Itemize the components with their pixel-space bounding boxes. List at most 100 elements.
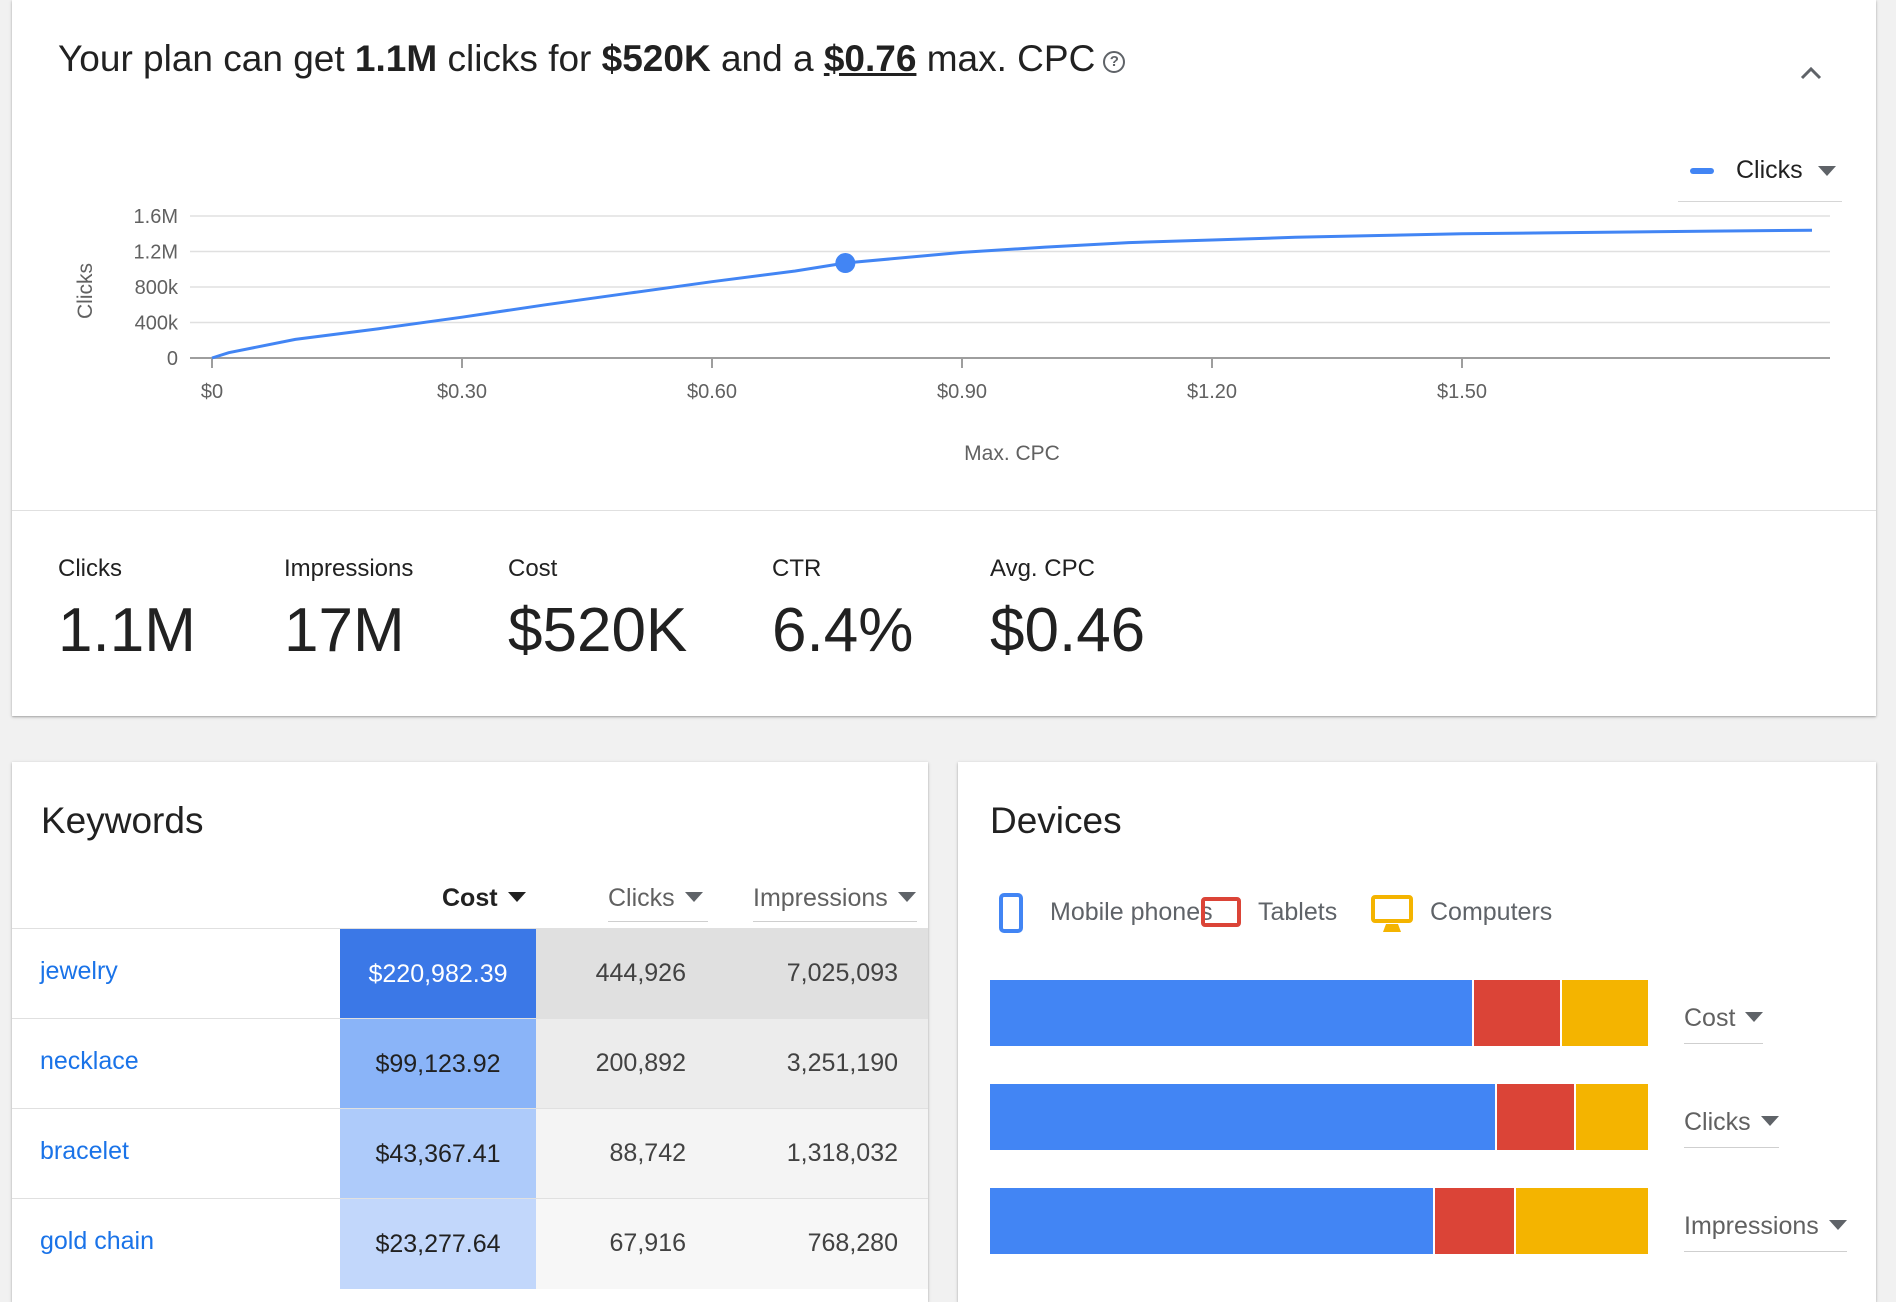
device-metric-dropdown[interactable]: Impressions [1684, 1206, 1847, 1252]
metric-label: Avg. CPC [990, 555, 1095, 582]
metric-impressions: Impressions 17M [284, 555, 413, 666]
sort-by-clicks[interactable]: Clicks [608, 876, 708, 922]
selected-cpc-point[interactable] [835, 253, 856, 274]
column-header-clicks: Clicks [608, 884, 675, 912]
dropdown-arrow-icon [1828, 1220, 1847, 1230]
sort-by-impressions[interactable]: Impressions [753, 876, 917, 922]
divider [12, 510, 1876, 511]
keyword-metrics-cells: 67,916 768,280 [536, 1199, 928, 1289]
sort-arrow-icon [507, 892, 526, 902]
y-tick-label: 400k [135, 313, 179, 335]
chart-metric-dropdown[interactable]: Clicks [1678, 148, 1842, 202]
metric-label: Impressions [284, 555, 414, 582]
tablets-segment [1432, 1188, 1514, 1254]
legend-label: Mobile phones [1050, 898, 1213, 926]
sort-arrow-icon [897, 892, 916, 902]
help-circle-icon[interactable]: ? [1103, 51, 1126, 73]
keyword-clicks-cell: 200,892 [595, 1049, 686, 1077]
dropdown-arrow-icon [1745, 1012, 1764, 1022]
table-row: gold chain $23,277.64 67,916 768,280 [12, 1198, 928, 1289]
headline-prefix: Your plan can get [58, 38, 355, 79]
clicks-series-line [211, 228, 1813, 360]
keywords-title: Keywords [41, 800, 204, 841]
max-cpc-link[interactable]: $0.76 [823, 38, 917, 79]
metric-value: 6.4% [772, 596, 914, 665]
plan-headline: Your plan can get 1.1M clicks for $520K … [58, 38, 1126, 80]
keyword-impressions-cell: 3,251,190 [786, 1049, 898, 1077]
headline-text: and a [710, 38, 824, 79]
headline-suffix: max. CPC [916, 38, 1096, 79]
metric-ctr: CTR 6.4% [772, 555, 913, 666]
keyword-metrics-cells: 444,926 7,025,093 [536, 929, 928, 1019]
device-metric-label: Impressions [1684, 1212, 1819, 1240]
devices-card: Devices Mobile phones Tablets Computers … [958, 762, 1876, 1302]
tablets-segment [1494, 1084, 1574, 1150]
metric-label: Clicks [58, 555, 122, 582]
legend-swatch [1690, 168, 1714, 174]
x-tick-label: $1.50 [1437, 381, 1487, 403]
device-metric-dropdown[interactable]: Cost [1684, 998, 1764, 1044]
metric-clicks: Clicks 1.1M [58, 555, 196, 666]
keyword-link[interactable]: bracelet [40, 1137, 129, 1165]
y-tick-label: 1.2M [134, 242, 178, 264]
computers-segment [1573, 1084, 1648, 1150]
device-metric-label: Clicks [1684, 1108, 1751, 1136]
keyword-link[interactable]: necklace [40, 1047, 139, 1075]
x-tick-label: $0.90 [937, 381, 987, 403]
tablets-segment [1472, 980, 1561, 1046]
headline-cost: $520K [601, 38, 711, 79]
device-share-bar[interactable] [990, 1188, 1648, 1254]
keyword-cost-cell: $23,277.64 [340, 1199, 536, 1289]
x-tick-label: $1.20 [1187, 381, 1237, 403]
table-row: bracelet $43,367.41 88,742 1,318,032 [12, 1108, 928, 1199]
computer-icon [1371, 895, 1413, 932]
device-metric-dropdown[interactable]: Clicks [1684, 1102, 1779, 1148]
keyword-link[interactable]: jewelry [40, 957, 118, 985]
headline-clicks: 1.1M [354, 38, 438, 79]
metric-value: 1.1M [58, 596, 196, 665]
keyword-metrics-cells: 200,892 3,251,190 [536, 1019, 928, 1109]
keyword-clicks-cell: 444,926 [595, 959, 686, 987]
metric-value: 17M [284, 596, 405, 665]
keyword-metrics-cells: 88,742 1,318,032 [536, 1109, 928, 1199]
keyword-impressions-cell: 7,025,093 [786, 959, 898, 987]
table-row: necklace $99,123.92 200,892 3,251,190 [12, 1018, 928, 1109]
keyword-cost-cell: $43,367.41 [340, 1109, 536, 1199]
dropdown-arrow-icon [1818, 166, 1836, 176]
metric-avg-cpc: Avg. CPC $0.46 [990, 555, 1145, 666]
x-tick-label: $0.30 [437, 381, 487, 403]
column-header-cost: Cost [442, 884, 498, 912]
device-share-bar[interactable] [990, 980, 1648, 1046]
keyword-clicks-cell: 88,742 [609, 1139, 686, 1167]
clicks-forecast-chart[interactable]: 0 400k 800k 1.2M 1.6M $0 $0.30 $0.60 $0.90 $1.20… [12, 190, 1876, 490]
x-tick-label: $0.60 [687, 381, 737, 403]
device-share-bar[interactable] [990, 1084, 1648, 1150]
keyword-clicks-cell: 67,916 [609, 1229, 686, 1257]
computers-segment [1513, 1188, 1648, 1254]
x-axis-label: Max. CPC [964, 442, 1060, 465]
keyword-cost-cell: $220,982.39 [340, 929, 536, 1019]
table-row: jewelry $220,982.39 444,926 7,025,093 [12, 928, 928, 1019]
device-metric-label: Cost [1684, 1004, 1736, 1032]
dropdown-arrow-icon [1760, 1116, 1779, 1126]
metric-label: CTR [772, 555, 822, 582]
metric-value: $0.46 [990, 596, 1146, 665]
legend-label: Computers [1430, 898, 1553, 926]
mobile-phones-segment [990, 980, 1473, 1046]
keyword-link[interactable]: gold chain [40, 1227, 154, 1255]
mobile-phone-icon [999, 893, 1023, 933]
sort-by-cost[interactable]: Cost [442, 876, 542, 922]
metric-label: Cost [508, 555, 558, 582]
metric-cost: Cost $520K [508, 555, 687, 666]
chevron-up-icon[interactable] [1796, 58, 1826, 88]
keyword-impressions-cell: 1,318,032 [786, 1139, 898, 1167]
legend-label: Tablets [1258, 898, 1338, 926]
keyword-cost-cell: $99,123.92 [340, 1019, 536, 1109]
devices-title: Devices [990, 800, 1122, 841]
y-tick-label: 800k [135, 277, 179, 299]
mobile-phones-segment [990, 1188, 1433, 1254]
column-header-impressions: Impressions [753, 884, 888, 912]
headline-text: clicks for [437, 38, 602, 79]
y-axis-label: Clicks [74, 263, 97, 319]
metric-value: $520K [508, 596, 688, 665]
